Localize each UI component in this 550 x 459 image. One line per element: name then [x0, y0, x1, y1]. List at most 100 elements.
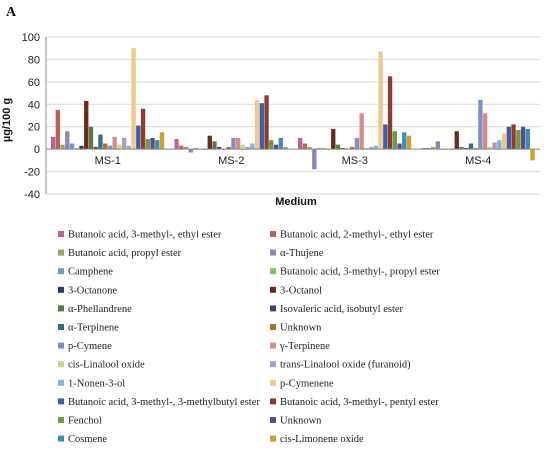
bar-ms-4-s22: [525, 128, 530, 150]
category-label: MS-1: [95, 155, 121, 167]
bar-ms-1-s16: [126, 145, 132, 150]
legend-swatch: [270, 305, 276, 312]
bar-ms-3-s11: [350, 146, 355, 150]
bar-ms-1-s22: [155, 140, 160, 150]
bar-ms-4-s17: [501, 133, 507, 150]
bar-ms-1-s2: [60, 144, 65, 150]
legend: Butanoic acid, 3-methyl-, ethyl ester But…: [58, 230, 440, 445]
legend-swatch: [58, 398, 64, 405]
bar-ms-1-s18: [136, 125, 141, 150]
bar-ms-4-s16: [497, 140, 502, 150]
bar-ms-4-s9: [464, 148, 469, 150]
bar-ms-1-s23: [159, 132, 165, 150]
bar-ms-3-s14: [364, 148, 369, 150]
legend-entry: cis-Linalool oxide: [68, 360, 145, 371]
bar-ms-2-s14: [240, 144, 246, 150]
legend-entry: Butanoic acid, 2-methyl-, ethyl ester: [280, 230, 434, 241]
legend-swatch: [58, 249, 64, 256]
bar-ms-2-s19: [264, 95, 269, 150]
legend-swatch: [270, 342, 276, 349]
legend-swatch: [270, 398, 276, 405]
bar-ms-4-s1: [426, 148, 431, 150]
legend-swatch: [270, 417, 276, 423]
legend-entry: Butanoic acid, 3-methyl-, propyl ester: [280, 267, 440, 278]
bar-ms-3-s17: [378, 51, 383, 150]
legend-swatch: [270, 268, 276, 275]
bar-ms-2-s1: [179, 145, 184, 150]
bar-ms-2-s12: [231, 137, 236, 150]
bar-ms-3-s7: [331, 128, 336, 150]
bar-marks: [50, 48, 535, 170]
bar-ms-2-s21: [273, 144, 279, 150]
legend-swatch: [58, 286, 64, 293]
bar-ms-1-s5: [74, 148, 79, 150]
bar-ms-1-s10: [98, 134, 103, 150]
bar-ms-4-s8: [459, 146, 464, 150]
bar-ms-3-s21: [397, 143, 402, 150]
bar-ms-2-s17: [254, 99, 260, 150]
legend-entry: Isovaleric acid, isobutyl ester: [280, 304, 404, 315]
bar-ms-3-s22: [402, 132, 407, 150]
legend-entry: Cosmene: [68, 434, 107, 445]
bar-ms-3-s2: [307, 146, 312, 150]
bar-ms-2-s20: [269, 140, 274, 150]
category-label: MS-3: [342, 155, 368, 167]
bar-ms-1-s1: [55, 109, 61, 150]
bar-ms-4-s3: [435, 141, 440, 150]
bar-ms-3-s23: [406, 135, 412, 150]
legend-entry: trans-Linalool oxide (furanoid): [280, 360, 411, 371]
legend-entry: Unknown: [280, 416, 322, 427]
bar-ms-3-s4: [316, 148, 322, 150]
legend-entry: 1-Nonen-3-ol: [68, 378, 125, 389]
legend-entry: Butanoic acid, 3-methyl-, ethyl ester: [68, 230, 222, 241]
bar-ms-2-s23: [283, 146, 288, 150]
bar-ms-2-s2: [183, 146, 189, 150]
bar-ms-4-s13: [482, 113, 488, 150]
legend-swatch: [270, 231, 276, 237]
x-axis-label: Medium: [275, 196, 317, 208]
bar-ms-4-s23: [530, 149, 535, 161]
bar-ms-3-s12: [354, 137, 360, 150]
bar-ms-3-s0: [297, 137, 303, 150]
bar-ms-1-s4: [69, 143, 75, 150]
legend-entry: Unknown: [280, 323, 322, 334]
bar-ms-1-s17: [131, 48, 136, 150]
bar-ms-4-s18: [506, 126, 511, 150]
category-label: MS-2: [218, 155, 244, 167]
bar-ms-2-s0: [174, 139, 179, 150]
bar-ms-1-s13: [112, 136, 117, 150]
legend-entry: α-Thujene: [280, 248, 324, 259]
bar-ms-3-s19: [387, 76, 393, 150]
bar-ms-1-s20: [145, 139, 150, 150]
bar-ms-4-s0: [421, 148, 426, 150]
bar-ms-4-s7: [454, 131, 459, 150]
bar-ms-2-s11: [226, 146, 231, 150]
legend-swatch: [58, 268, 64, 275]
legend-swatch: [58, 379, 64, 386]
y-tick-label: 80: [28, 54, 40, 66]
bar-ms-2-s22: [278, 137, 283, 150]
legend-swatch: [270, 361, 276, 368]
bar-ms-4-s2: [430, 146, 436, 150]
bar-ms-1-s7: [84, 100, 89, 150]
legend-entry: Butanoic acid, 3-methyl-, 3-methylbutyl …: [68, 397, 260, 408]
bar-ms-3-s20: [392, 131, 397, 150]
bar-ms-2-s7: [207, 135, 212, 150]
legend-swatch: [270, 324, 276, 330]
bar-ms-3-s18: [383, 124, 388, 150]
bar-ms-2-s8: [212, 141, 217, 150]
legend-entry: cis-Limonene oxide: [280, 434, 364, 445]
y-tick-label: 60: [28, 77, 40, 89]
y-tick-label: 100: [22, 32, 40, 44]
legend-entry: α-Phellandrene: [68, 304, 132, 315]
legend-entry: p-Cymenene: [280, 378, 334, 389]
bar-ms-1-s11: [103, 143, 108, 150]
bar-ms-3-s15: [368, 146, 374, 150]
bar-ms-4-s10: [468, 143, 474, 150]
bar-ms-2-s3: [188, 149, 193, 153]
bar-ms-2-s18: [259, 103, 264, 150]
bar-ms-3-s8: [335, 144, 341, 150]
bar-ms-2-s4: [193, 148, 198, 150]
y-tick-label: 0: [34, 144, 40, 156]
